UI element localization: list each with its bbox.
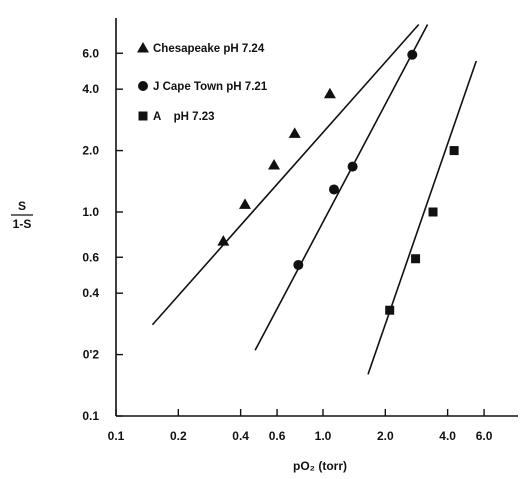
data-point-circle xyxy=(293,259,304,270)
data-point-circle xyxy=(407,49,418,60)
legend-label: A pH 7.23 xyxy=(153,111,215,123)
x-axis: 0.1 0.2 0.4 0.6 1.0 2.0 4.0 6.0 xyxy=(108,409,518,443)
x-tick-label: 0.1 xyxy=(108,429,125,443)
x-tick-label: 6.0 xyxy=(476,429,493,443)
x-tick-label: 4.0 xyxy=(439,429,456,443)
legend-marker-triangle xyxy=(137,42,149,53)
y-axis-title: S 1-S xyxy=(11,199,33,231)
y-tick-label: 2.0 xyxy=(82,144,99,158)
fit-line-triangle xyxy=(151,23,420,326)
data-point-square xyxy=(385,305,395,315)
fit-line-circle xyxy=(254,24,429,351)
data-point-triangle xyxy=(288,127,301,138)
legend-marker-circle xyxy=(138,81,148,91)
y-tick-label: 0.1 xyxy=(82,409,99,423)
y-ticks: 0.1 0'2 0.4 0.6 1.0 2.0 4.0 6.0 xyxy=(82,46,123,423)
y-tick-label: 0.6 xyxy=(82,250,99,264)
x-tick-label: 0.4 xyxy=(232,429,249,443)
x-axis-title: pO₂ (torr) xyxy=(293,459,347,473)
data-point-triangle xyxy=(217,235,230,246)
legend-marker-square xyxy=(138,111,148,121)
data-point-square xyxy=(411,254,421,264)
fit-line-square xyxy=(367,60,478,375)
legend-label: J Cape Town pH 7.21 xyxy=(153,81,268,93)
data-point-triangle xyxy=(323,87,336,99)
y-tick-label: 6.0 xyxy=(82,46,99,60)
y-tick-label: 0'2 xyxy=(83,348,100,362)
x-tick-label: 0.2 xyxy=(170,429,187,443)
y-axis-title-numerator: S xyxy=(18,199,26,213)
data-markers xyxy=(217,49,459,315)
x-ticks: 0.1 0.2 0.4 0.6 1.0 2.0 4.0 6.0 xyxy=(108,409,493,443)
y-axis: 0.1 0'2 0.4 0.6 1.0 2.0 4.0 6.0 xyxy=(82,18,123,423)
data-point-circle xyxy=(347,161,358,172)
x-tick-label: 2.0 xyxy=(377,429,394,443)
legend: Chesapeake pH 7.24 J Cape Town pH 7.21 A p… xyxy=(137,42,268,123)
x-tick-label: 1.0 xyxy=(315,429,332,443)
y-tick-label: 1.0 xyxy=(82,205,99,219)
y-tick-label: 4.0 xyxy=(82,82,99,96)
data-point-square xyxy=(428,207,438,217)
fit-lines xyxy=(151,23,478,375)
data-point-square xyxy=(449,146,459,156)
x-tick-label: 0.6 xyxy=(269,429,286,443)
legend-label: Chesapeake pH 7.24 xyxy=(153,43,265,55)
y-axis-title-denominator: 1-S xyxy=(13,217,32,231)
data-point-circle xyxy=(328,184,339,195)
data-point-triangle xyxy=(239,198,252,209)
y-tick-label: 0.4 xyxy=(82,286,99,300)
data-point-triangle xyxy=(268,158,281,170)
